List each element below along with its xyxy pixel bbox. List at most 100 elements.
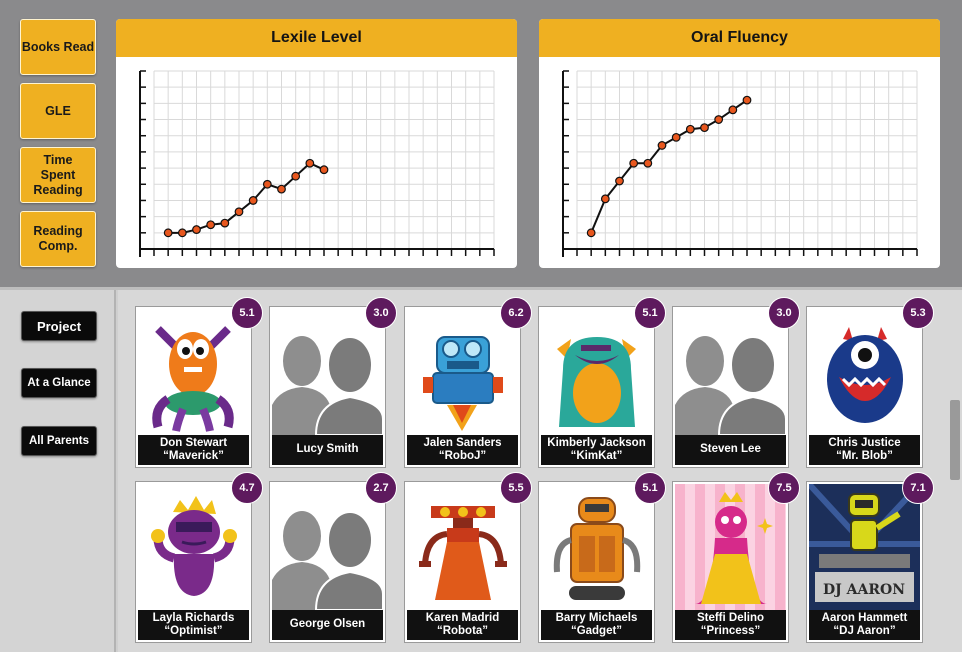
- data-point: [163, 228, 173, 238]
- student-name: Aaron Hammett “DJ Aaron”: [809, 612, 920, 638]
- data-point: [742, 95, 752, 105]
- student-card[interactable]: Barry Michaels “Gadget” 5.1: [538, 472, 666, 643]
- score-badge: 2.7: [365, 472, 397, 504]
- student-nickname: “DJ Aaron”: [833, 625, 896, 637]
- score-badge: 3.0: [768, 297, 800, 329]
- student-nickname: “Mr. Blob”: [836, 450, 893, 462]
- student-card[interactable]: Layla Richards “Optimist” 4.7: [135, 472, 263, 643]
- data-point: [615, 176, 624, 186]
- avatar-placeholder: [272, 484, 383, 610]
- data-point: [657, 141, 667, 150]
- student-name: Steven Lee: [675, 443, 786, 456]
- student-avatar: [541, 484, 652, 610]
- student-card[interactable]: Karen Madrid “Robota” 5.5: [404, 472, 532, 643]
- student-name: Jalen Sanders “RoboJ”: [407, 437, 518, 463]
- student-nickname: “RoboJ”: [438, 450, 487, 462]
- data-point: [728, 105, 738, 115]
- student-name: Chris Justice “Mr. Blob”: [809, 437, 920, 463]
- score-badge: 5.5: [500, 472, 532, 504]
- data-point: [248, 196, 258, 205]
- student-card[interactable]: Jalen Sanders “RoboJ” 6.2: [404, 297, 532, 468]
- oral-fluency-plot: [562, 70, 918, 257]
- score-badge: 5.3: [902, 297, 934, 329]
- student-card[interactable]: Kimberly Jackson “KimKat” 5.1: [538, 297, 666, 468]
- student-name-text: Lucy Smith: [296, 443, 359, 455]
- data-point: [277, 184, 286, 194]
- chart-title: Lexile Level: [116, 19, 517, 57]
- score-badge: 5.1: [634, 472, 666, 504]
- at-a-glance-button[interactable]: At a Glance: [21, 368, 97, 398]
- svg-text:DJ AARON: DJ AARON: [823, 582, 905, 598]
- student-avatar: [675, 484, 786, 610]
- data-point: [643, 158, 653, 168]
- student-name-text: Barry Michaels: [555, 612, 638, 624]
- student-card[interactable]: DJ AARON Aaron Hammett “DJ Aaron” 7.1: [806, 472, 934, 643]
- data-point: [600, 194, 610, 204]
- student-avatar: [138, 309, 249, 435]
- all-parents-button[interactable]: All Parents: [21, 426, 97, 456]
- time-spent-reading-button[interactable]: Time Spent Reading: [20, 147, 96, 203]
- student-name-text: Steffi Delino: [696, 612, 765, 624]
- chart-title: Oral Fluency: [539, 19, 940, 57]
- student-card[interactable]: Don Stewart “Maverick” 5.1: [135, 297, 263, 468]
- student-name: Don Stewart “Maverick”: [138, 437, 249, 463]
- student-avatar: [809, 309, 920, 435]
- student-name-text: Karen Madrid: [425, 612, 500, 624]
- student-name-text: Don Stewart: [159, 437, 228, 449]
- data-point: [700, 123, 709, 133]
- series-line: [168, 162, 325, 234]
- score-badge: 4.7: [231, 472, 263, 504]
- student-name-text: Chris Justice: [828, 437, 901, 449]
- student-card[interactable]: Steffi Delino “Princess” 7.5: [672, 472, 800, 643]
- student-card[interactable]: Steven Lee 3.0: [672, 297, 800, 468]
- student-name: Lucy Smith: [272, 443, 383, 456]
- score-badge: 5.1: [231, 297, 263, 329]
- data-point: [714, 115, 724, 124]
- books-read-button[interactable]: Books Read: [20, 19, 96, 75]
- lexile-level-plot: [139, 70, 495, 257]
- student-card[interactable]: George Olsen 2.7: [269, 472, 397, 643]
- student-name-text: Aaron Hammett: [821, 612, 908, 624]
- data-point: [671, 132, 681, 142]
- data-point: [220, 218, 230, 228]
- oral-fluency-chart: Oral Fluency: [539, 19, 940, 268]
- student-name-text: Kimberly Jackson: [547, 437, 646, 449]
- data-point: [234, 207, 244, 217]
- student-name-text: George Olsen: [289, 618, 366, 630]
- student-nickname: “Maverick”: [163, 450, 224, 462]
- score-badge: 7.1: [902, 472, 934, 504]
- data-point: [629, 158, 639, 168]
- score-badge: 7.5: [768, 472, 800, 504]
- data-point: [262, 179, 272, 189]
- student-nickname: “Robota”: [436, 625, 489, 637]
- student-nickname: “Gadget”: [570, 625, 623, 637]
- student-name: Layla Richards “Optimist”: [138, 612, 249, 638]
- student-avatar: [407, 309, 518, 435]
- data-point: [177, 228, 187, 238]
- student-card[interactable]: Lucy Smith 3.0: [269, 297, 397, 468]
- project-button[interactable]: Project: [21, 311, 97, 341]
- student-avatar: [138, 484, 249, 610]
- student-avatar: [407, 484, 518, 610]
- data-point: [291, 171, 301, 181]
- data-point: [319, 165, 329, 175]
- student-name-text: Steven Lee: [700, 443, 761, 455]
- student-name: Barry Michaels “Gadget”: [541, 612, 652, 638]
- panel-divider: [0, 287, 962, 290]
- scrollbar-thumb[interactable]: [950, 400, 960, 480]
- data-point: [685, 124, 695, 134]
- score-badge: 3.0: [365, 297, 397, 329]
- student-name: George Olsen: [272, 618, 383, 631]
- data-point: [192, 225, 201, 234]
- student-name-text: Layla Richards: [152, 612, 235, 624]
- gle-button[interactable]: GLE: [20, 83, 96, 139]
- data-point: [586, 228, 596, 238]
- student-name: Steffi Delino “Princess”: [675, 612, 786, 638]
- data-point: [305, 158, 315, 168]
- student-card[interactable]: Chris Justice “Mr. Blob” 5.3: [806, 297, 934, 468]
- student-nickname: “Optimist”: [164, 625, 223, 637]
- student-avatar: DJ AARON: [809, 484, 920, 610]
- lexile-level-chart: Lexile Level: [116, 19, 517, 268]
- navigation-sidebar: [0, 290, 116, 652]
- reading-comp-button[interactable]: Reading Comp.: [20, 211, 96, 267]
